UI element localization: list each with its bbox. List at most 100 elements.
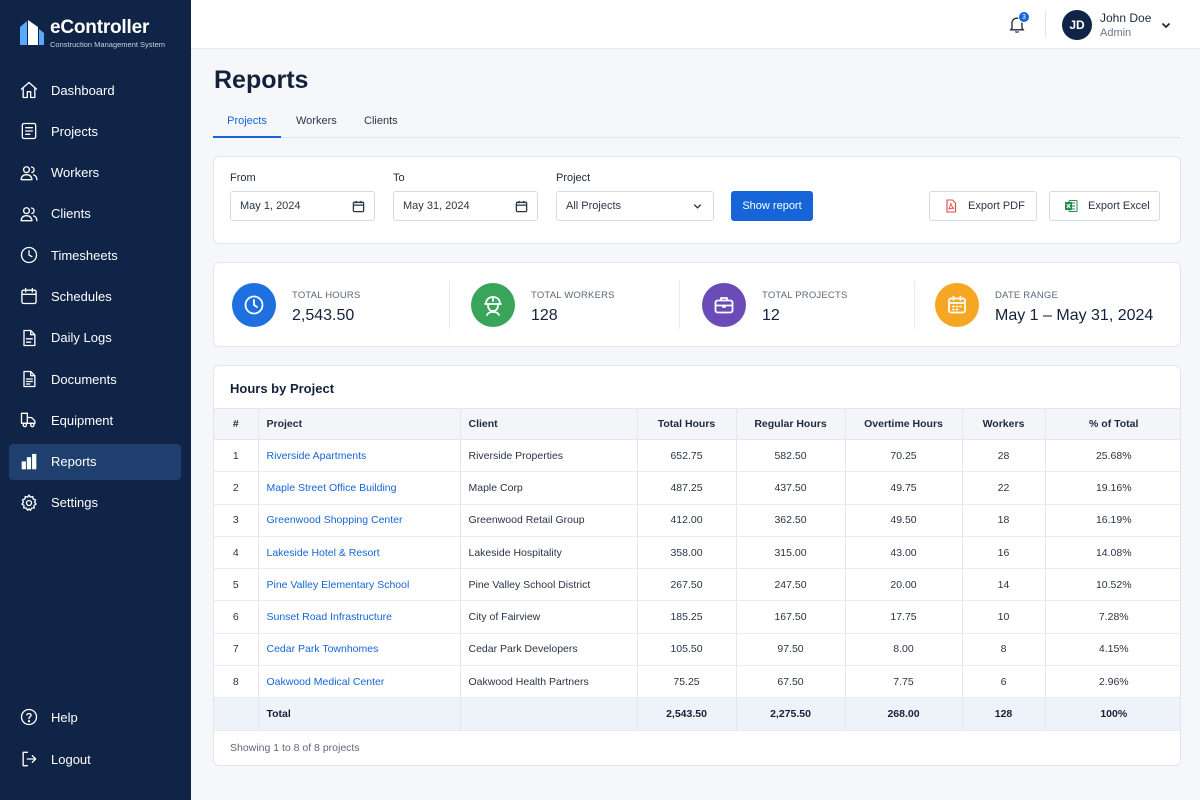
gear-icon bbox=[19, 493, 39, 513]
project-link[interactable]: Oakwood Medical Center bbox=[258, 665, 461, 699]
sidebar-item-logout[interactable]: Logout bbox=[9, 741, 181, 777]
brand[interactable]: eController Construction Management Syst… bbox=[18, 17, 165, 50]
project-name[interactable]: Maple Street Office Building bbox=[266, 481, 397, 494]
percent-cell: 10.52% bbox=[1045, 568, 1180, 602]
row-number: 1 bbox=[214, 439, 259, 473]
tab-projects[interactable]: Projects bbox=[213, 115, 281, 138]
notifications-button[interactable]: 3 bbox=[1007, 11, 1030, 36]
column-header[interactable]: Overtime Hours bbox=[845, 408, 963, 440]
sidebar-item-dashboard[interactable]: Dashboard bbox=[9, 72, 181, 108]
column-header[interactable]: Project bbox=[258, 408, 461, 440]
sidebar-item-timesheets[interactable]: Timesheets bbox=[9, 237, 181, 273]
sidebar: eController Construction Management Syst… bbox=[0, 0, 191, 800]
total-hours-cell: 412.00 bbox=[637, 504, 737, 537]
total-blank-cell bbox=[460, 697, 638, 732]
regular-hours-cell: 582.50 bbox=[736, 439, 846, 473]
total-hours-cell: 185.25 bbox=[637, 600, 737, 634]
to-date-input[interactable]: May 31, 2024 bbox=[393, 191, 538, 221]
sidebar-item-settings[interactable]: Settings bbox=[9, 485, 181, 521]
avatar[interactable]: JD bbox=[1062, 10, 1092, 40]
project-link[interactable]: Pine Valley Elementary School bbox=[258, 568, 461, 602]
sidebar-bottom-nav: Help Logout bbox=[9, 699, 181, 783]
regular-hours-cell: 362.50 bbox=[736, 504, 846, 537]
sidebar-item-workers[interactable]: Workers bbox=[9, 155, 181, 191]
sidebar-item-schedules[interactable]: Schedules bbox=[9, 278, 181, 314]
project-link[interactable]: Riverside Apartments bbox=[258, 439, 461, 473]
sidebar-item-label: Schedules bbox=[51, 288, 112, 304]
regular-hours-cell: 97.50 bbox=[736, 633, 846, 667]
sidebar-item-projects[interactable]: Projects bbox=[9, 113, 181, 149]
project-link[interactable]: Cedar Park Townhomes bbox=[258, 633, 461, 667]
project-link[interactable]: Greenwood Shopping Center bbox=[258, 504, 461, 537]
total-hours-cell: 487.25 bbox=[637, 471, 737, 505]
export-excel-button[interactable]: Export Excel bbox=[1049, 191, 1160, 221]
column-header[interactable]: % of Total bbox=[1045, 408, 1180, 440]
user-menu-chevron-down-icon[interactable] bbox=[1160, 18, 1172, 30]
excel-file-icon bbox=[1064, 199, 1078, 213]
project-name[interactable]: Lakeside Hotel & Resort bbox=[266, 546, 380, 559]
regular-hours-cell: 247.50 bbox=[736, 568, 846, 602]
project-link[interactable]: Lakeside Hotel & Resort bbox=[258, 536, 461, 570]
sidebar-item-equipment[interactable]: Equipment bbox=[9, 402, 181, 438]
column-header[interactable]: Total Hours bbox=[637, 408, 737, 440]
tab-clients[interactable]: Clients bbox=[364, 115, 398, 127]
stat-label: TOTAL PROJECTS bbox=[762, 290, 848, 301]
client-name: Lakeside Hospitality bbox=[460, 536, 638, 570]
calendar-icon[interactable] bbox=[515, 200, 528, 213]
regular-hours-cell: 437.50 bbox=[736, 471, 846, 505]
table-row: 3 Greenwood Shopping Center Greenwood Re… bbox=[214, 504, 1180, 537]
project-link[interactable]: Sunset Road Infrastructure bbox=[258, 600, 461, 634]
total-hours-sum: 2,543.50 bbox=[637, 697, 737, 732]
sidebar-item-label: Daily Logs bbox=[51, 330, 112, 346]
overtime-hours-cell: 7.75 bbox=[845, 665, 963, 699]
workers-cell: 28 bbox=[962, 439, 1046, 473]
clipboard-list-icon bbox=[19, 121, 39, 141]
client-name: Maple Corp bbox=[460, 471, 638, 505]
row-number: 2 bbox=[214, 471, 259, 505]
table-row: 5 Pine Valley Elementary School Pine Val… bbox=[214, 568, 1180, 602]
column-header[interactable]: Client bbox=[460, 408, 638, 440]
client-name: Oakwood Health Partners bbox=[460, 665, 638, 699]
user-name[interactable]: John Doe bbox=[1100, 11, 1152, 25]
project-name[interactable]: Sunset Road Infrastructure bbox=[266, 611, 392, 624]
project-name[interactable]: Oakwood Medical Center bbox=[266, 675, 385, 688]
column-header[interactable]: # bbox=[214, 408, 259, 440]
sidebar-item-reports[interactable]: Reports bbox=[9, 443, 181, 480]
regular-hours-cell: 67.50 bbox=[736, 665, 846, 699]
from-date-input[interactable]: May 1, 2024 bbox=[230, 191, 375, 221]
column-header[interactable]: Regular Hours bbox=[736, 408, 846, 440]
total-hours-cell: 105.50 bbox=[637, 633, 737, 667]
project-name[interactable]: Riverside Apartments bbox=[266, 449, 367, 462]
overtime-hours-cell: 49.50 bbox=[845, 504, 963, 537]
stat-value: 12 bbox=[762, 307, 780, 324]
tab-workers[interactable]: Workers bbox=[296, 115, 337, 127]
regular-hours-sum: 2,275.50 bbox=[736, 697, 846, 732]
row-number: 5 bbox=[214, 568, 259, 602]
column-header[interactable]: Workers bbox=[962, 408, 1046, 440]
calendar-icon[interactable] bbox=[352, 200, 365, 213]
export-pdf-button[interactable]: Export PDF bbox=[929, 191, 1037, 221]
client-name: Riverside Properties bbox=[460, 439, 638, 473]
sidebar-item-documents[interactable]: Documents bbox=[9, 361, 181, 397]
pdf-file-icon bbox=[944, 199, 958, 213]
sidebar-item-daily-logs[interactable]: Daily Logs bbox=[9, 320, 181, 356]
show-report-button[interactable]: Show report bbox=[731, 191, 813, 221]
client-name: Pine Valley School District bbox=[460, 568, 638, 602]
project-name[interactable]: Pine Valley Elementary School bbox=[266, 578, 410, 591]
sidebar-item-label: Timesheets bbox=[51, 247, 118, 263]
home-icon bbox=[19, 80, 39, 100]
project-name[interactable]: Greenwood Shopping Center bbox=[266, 514, 403, 527]
sidebar-item-help[interactable]: Help bbox=[9, 699, 181, 735]
project-name[interactable]: Cedar Park Townhomes bbox=[266, 643, 379, 656]
clock-icon bbox=[19, 245, 39, 265]
sidebar-item-label: Settings bbox=[51, 495, 98, 511]
sidebar-item-clients[interactable]: Clients bbox=[9, 196, 181, 232]
overtime-hours-cell: 17.75 bbox=[845, 600, 963, 634]
total-hours-cell: 267.50 bbox=[637, 568, 737, 602]
project-select[interactable]: All Projects bbox=[556, 191, 714, 221]
sidebar-nav: Dashboard Projects Workers Clients Times… bbox=[9, 72, 181, 526]
workers-cell: 22 bbox=[962, 471, 1046, 505]
stat-label: TOTAL WORKERS bbox=[531, 290, 615, 301]
logo-icon bbox=[20, 20, 44, 45]
project-link[interactable]: Maple Street Office Building bbox=[258, 471, 461, 505]
